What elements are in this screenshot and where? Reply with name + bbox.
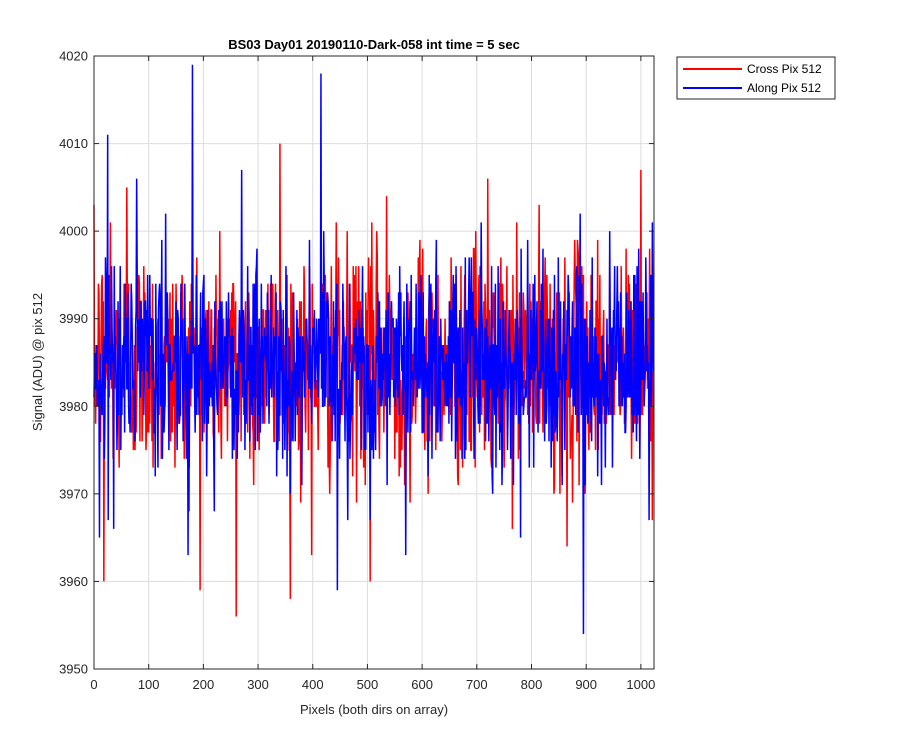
chart-title: BS03 Day01 20190110-Dark-058 int time = …	[228, 37, 520, 52]
x-tick-label: 100	[138, 677, 160, 692]
x-tick-label: 900	[575, 677, 597, 692]
x-axis-label: Pixels (both dirs on array)	[300, 702, 448, 717]
y-axis-label: Signal (ADU) @ pix 512	[30, 293, 45, 431]
x-tick-label: 0	[90, 677, 97, 692]
axes-box	[93, 55, 655, 670]
x-tick-label: 1000	[626, 677, 655, 692]
x-tick-label: 800	[521, 677, 543, 692]
y-tick-label: 4020	[59, 49, 88, 64]
legend: Cross Pix 512 Along Pix 512	[676, 56, 836, 100]
x-tick-label: 600	[411, 677, 433, 692]
x-axis: 0 100 200 300 400 500 600 700 800 900 1000	[90, 56, 655, 692]
legend-box	[676, 56, 836, 100]
x-tick-label: 300	[247, 677, 269, 692]
x-tick-label: 200	[193, 677, 215, 692]
y-tick-label: 3970	[59, 486, 88, 501]
y-tick-label: 3980	[59, 399, 88, 414]
y-tick-label: 4010	[59, 136, 88, 151]
x-tick-label: 500	[357, 677, 379, 692]
x-tick-label: 700	[466, 677, 488, 692]
y-tick-label: 3960	[59, 574, 88, 589]
y-axis: 3950 3960 3970 3980 3990 4000 4010 4020	[59, 49, 654, 677]
plot-area	[93, 64, 655, 634]
series-line-along-pix-512	[93, 64, 655, 634]
legend-label-cross: Cross Pix 512	[747, 62, 822, 76]
y-tick-label: 3950	[59, 662, 88, 677]
x-tick-label: 400	[302, 677, 324, 692]
y-tick-label: 4000	[59, 224, 88, 239]
legend-label-along: Along Pix 512	[747, 81, 821, 95]
y-tick-label: 3990	[59, 311, 88, 326]
